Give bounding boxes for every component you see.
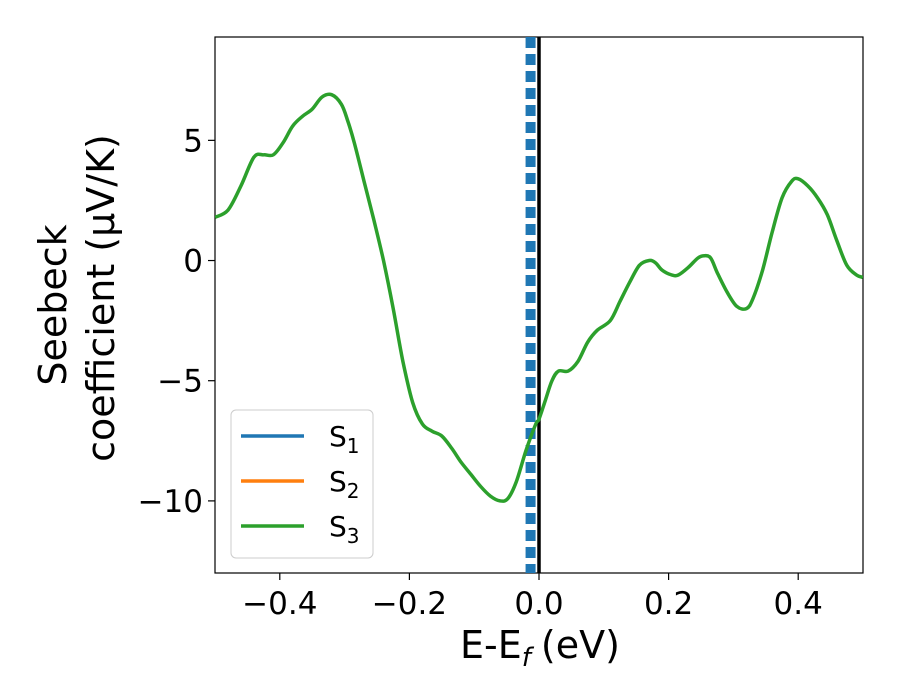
y-tick-label: 0 (183, 244, 203, 280)
legend-label-1: S1 (329, 420, 360, 458)
x-tick-label: 0.2 (644, 586, 693, 622)
x-tick-label: −0.2 (372, 586, 447, 622)
legend-label-3: S3 (329, 510, 360, 548)
x-tick-label: −0.4 (242, 586, 317, 622)
y-tick-label: −10 (138, 484, 203, 520)
x-axis-title: E-Ef (eV) (460, 623, 620, 673)
legend-label-sub: 3 (347, 524, 360, 548)
plot-marks (215, 37, 863, 573)
y-axis-title-line2: coefficient (μV/K) (79, 134, 123, 462)
x-axis-title-main: E-E (460, 623, 522, 667)
x-tick-label: 0.4 (774, 586, 823, 622)
legend-box (230, 409, 374, 559)
y-axis-ticks: 5 0 −5 −10 (138, 123, 215, 520)
legend-label-main: S (329, 465, 347, 498)
legend-label-main: S (329, 420, 347, 453)
y-tick-label: −5 (157, 364, 203, 400)
x-axis-title-unit: (eV) (541, 623, 620, 667)
y-tick-label: 5 (183, 123, 203, 159)
x-axis-title-sub: f (522, 643, 535, 673)
legend-label-main: S (329, 510, 347, 543)
series-line-s3 (215, 92, 863, 503)
legend-label-sub: 1 (347, 434, 360, 458)
y-axis-title-line1: Seebeck (31, 224, 75, 385)
x-tick-label: 0.0 (514, 586, 563, 622)
x-axis-ticks: −0.4 −0.2 0.0 0.2 0.4 (242, 573, 823, 622)
legend-label-2: S2 (329, 465, 360, 503)
legend-label-sub: 2 (347, 479, 360, 503)
